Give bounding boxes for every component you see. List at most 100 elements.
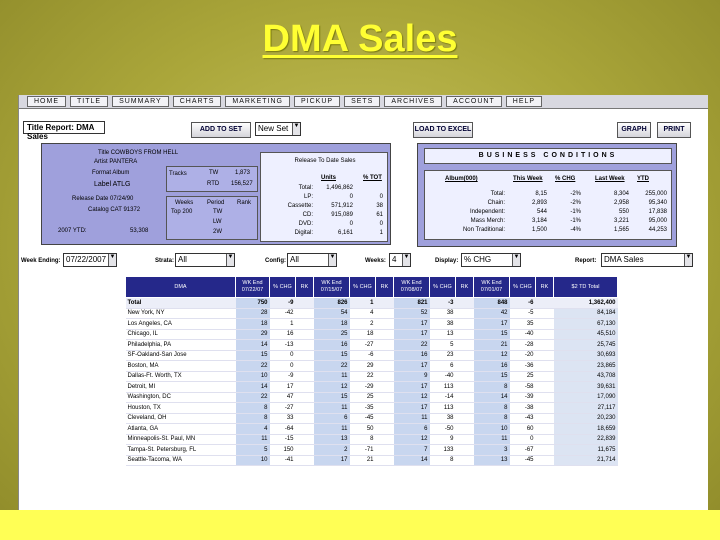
value-cell — [295, 297, 314, 309]
chevron-down-icon[interactable]: ▼ — [512, 254, 520, 266]
value-cell: 10 — [235, 455, 270, 466]
set-select[interactable]: New Set ▼ — [255, 122, 301, 136]
value-cell — [375, 434, 394, 445]
print-button[interactable]: PRINT — [657, 122, 691, 138]
config-select[interactable]: All ▼ — [287, 253, 337, 267]
table-header-cell: % CHG — [509, 276, 536, 298]
value-cell: 14 — [473, 392, 510, 403]
table-row[interactable]: SF-Oakland-San Jose 15 0 15 -6 16 23 12 -20 30,69… — [125, 350, 618, 361]
chevron-down-icon[interactable]: ▼ — [226, 254, 234, 266]
nav-pickup-button[interactable]: PICKUP — [294, 96, 341, 107]
graph-button[interactable]: GRAPH — [617, 122, 651, 138]
dma-name-cell: New York, NY — [125, 308, 236, 319]
value-cell: 18,659 — [553, 423, 618, 435]
value-cell: 14 — [235, 381, 270, 393]
nav-archives-button[interactable]: ARCHIVES — [384, 96, 443, 107]
chevron-down-icon[interactable]: ▼ — [108, 254, 116, 266]
period-tw: TW — [213, 209, 223, 215]
week-ending-select[interactable]: 07/22/2007 ▼ — [63, 253, 117, 267]
table-row[interactable]: New York, NY 28 -42 54 4 52 38 42 -5 84,184 — [125, 308, 618, 319]
value-cell: 15 — [473, 329, 510, 340]
top200-label: Top 200 — [171, 209, 193, 215]
value-cell: 29 — [235, 329, 270, 340]
nav-summary-button[interactable]: SUMMARY — [112, 96, 169, 107]
table-row[interactable]: Seattle-Tacoma, WA 10 -41 17 21 14 8 13 -45 21,71… — [125, 455, 618, 466]
strata-select[interactable]: All ▼ — [175, 253, 235, 267]
table-row[interactable]: Chicago, IL 29 16 25 18 17 13 15 -40 45,510 — [125, 329, 618, 340]
value-cell — [535, 455, 554, 466]
value-cell — [455, 455, 474, 466]
release-date: Release Date 07/24/90 — [72, 196, 134, 202]
display-label: Display: — [435, 258, 459, 264]
rtd-row-pct: 61 — [376, 212, 383, 218]
value-cell: -71 — [349, 444, 376, 456]
table-row[interactable]: Atlanta, GA 4 -64 11 50 6 -50 10 60 18,659 — [125, 423, 618, 435]
tracks-box: Tracks TW 1,873 RTD 156,527 — [166, 166, 258, 192]
value-cell: 8 — [473, 402, 510, 414]
value-cell: 25 — [313, 329, 350, 340]
nav-title-button[interactable]: TITLE — [70, 96, 109, 107]
chevron-down-icon[interactable]: ▼ — [402, 254, 410, 266]
table-row[interactable]: Boston, MA 22 0 22 29 17 6 16 -36 23,865 — [125, 360, 618, 372]
value-cell: 17,090 — [553, 392, 618, 403]
value-cell: 45,510 — [553, 329, 618, 340]
title-report-tab[interactable]: Title Report: DMA Sales — [23, 121, 105, 141]
period-header: Period — [207, 200, 225, 206]
table-row[interactable]: Total 750 -9 826 1 821 -3 848 -6 1,362,400 — [125, 297, 618, 309]
value-cell: 11 — [393, 413, 430, 424]
value-cell: 27,117 — [553, 402, 618, 414]
table-row[interactable]: Washington, DC 22 47 15 25 12 -14 14 -39 17,090 — [125, 392, 618, 403]
bc-cell-lw: 8,304 — [613, 191, 629, 197]
table-row[interactable]: Houston, TX 8 -27 11 -35 17 113 8 -38 27,117 — [125, 402, 618, 414]
chevron-down-icon[interactable]: ▼ — [328, 254, 336, 266]
nav-sets-button[interactable]: SETS — [344, 96, 381, 107]
value-cell: -9 — [269, 297, 296, 309]
table-row[interactable]: Philadelphia, PA 14 -13 16 -27 22 5 21 -28 25,745 — [125, 339, 618, 351]
value-cell: 10 — [473, 423, 510, 435]
value-cell — [455, 360, 474, 372]
nav-marketing-button[interactable]: MARKETING — [225, 96, 290, 107]
value-cell: 9 — [429, 434, 456, 445]
dma-name-cell: Atlanta, GA — [125, 423, 236, 435]
display-select[interactable]: % CHG ▼ — [461, 253, 521, 267]
table-row[interactable]: Cleveland, OH 8 33 6 -45 11 38 8 -43 20,230 — [125, 413, 618, 424]
bc-cell-chg: -1% — [570, 218, 581, 224]
add-to-set-button[interactable]: ADD TO SET — [191, 122, 251, 138]
table-row[interactable]: Minneapolis-St. Paul, MN 11 -15 13 8 12 9 11 0 22… — [125, 434, 618, 445]
chevron-down-icon[interactable]: ▼ — [684, 254, 692, 266]
table-row[interactable]: Detroit, MI 14 17 12 -29 17 113 8 -58 39,631 — [125, 381, 618, 393]
value-cell: 17 — [393, 381, 430, 393]
nav-home-button[interactable]: HOME — [27, 96, 66, 107]
rtd-units-header: Units — [321, 175, 336, 181]
value-cell: 23,865 — [553, 360, 618, 372]
value-cell: 6 — [393, 423, 430, 435]
table-row[interactable]: Tampa-St. Petersburg, FL 5 150 2 -71 7 133 3 -67… — [125, 444, 618, 456]
value-cell — [375, 392, 394, 403]
value-cell: -67 — [509, 444, 536, 456]
value-cell: 38 — [429, 308, 456, 319]
business-conditions-panel: BUSINESS CONDITIONS Album(000) This Week%… — [417, 143, 677, 247]
value-cell: -39 — [509, 392, 536, 403]
nav-account-button[interactable]: ACCOUNT — [446, 96, 502, 107]
value-cell: 4 — [235, 423, 270, 435]
weeks-select[interactable]: 4 ▼ — [389, 253, 411, 267]
value-cell: 18 — [235, 318, 270, 330]
value-cell — [295, 392, 314, 403]
chevron-down-icon[interactable]: ▼ — [292, 123, 300, 135]
bc-cell-tw: 1,500 — [531, 227, 547, 233]
table-header-cell: WK End 07/01/07 — [473, 276, 510, 298]
table-row[interactable]: Dallas-Ft. Worth, TX 10 -9 11 22 9 -40 15 25 43,7… — [125, 371, 618, 382]
table-row[interactable]: Los Angeles, CA 18 1 18 2 17 38 17 35 67,130 — [125, 318, 618, 330]
value-cell: 22 — [393, 339, 430, 351]
catalog-number: Catalog CAT 91372 — [88, 207, 141, 213]
report-select[interactable]: DMA Sales ▼ — [601, 253, 693, 267]
value-cell — [535, 392, 554, 403]
table-header-cell: % CHG — [349, 276, 376, 298]
bc-cell-ytd: 95,000 — [648, 218, 667, 224]
load-to-excel-button[interactable]: LOAD TO EXCEL — [413, 122, 473, 138]
value-cell: 13 — [429, 329, 456, 340]
value-cell: 6 — [313, 413, 350, 424]
bc-cell-ytd: 95,340 — [648, 200, 667, 206]
nav-charts-button[interactable]: CHARTS — [172, 96, 222, 107]
nav-help-button[interactable]: HELP — [505, 96, 543, 107]
